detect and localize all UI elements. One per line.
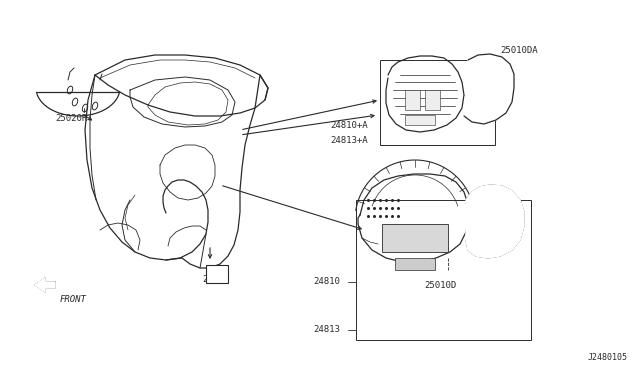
Bar <box>206 265 228 283</box>
Text: 24813: 24813 <box>313 326 340 334</box>
Text: 25273: 25273 <box>203 276 229 285</box>
Bar <box>380 60 495 145</box>
Text: 25010DA: 25010DA <box>500 45 538 55</box>
Bar <box>405 90 420 110</box>
Bar <box>395 258 435 270</box>
Text: 24810+A: 24810+A <box>330 121 367 129</box>
Text: 25010D: 25010D <box>424 280 456 289</box>
Text: J2480105: J2480105 <box>588 353 628 362</box>
Bar <box>405 115 435 125</box>
Bar <box>382 224 448 252</box>
Text: 24813+A: 24813+A <box>330 135 367 144</box>
Bar <box>356 200 531 340</box>
Text: 24810: 24810 <box>313 278 340 286</box>
Polygon shape <box>466 185 524 258</box>
Text: FRONT: FRONT <box>60 295 87 305</box>
Polygon shape <box>464 54 514 124</box>
Text: 25020R: 25020R <box>55 113 87 122</box>
Polygon shape <box>35 278 55 292</box>
Bar <box>425 90 440 110</box>
